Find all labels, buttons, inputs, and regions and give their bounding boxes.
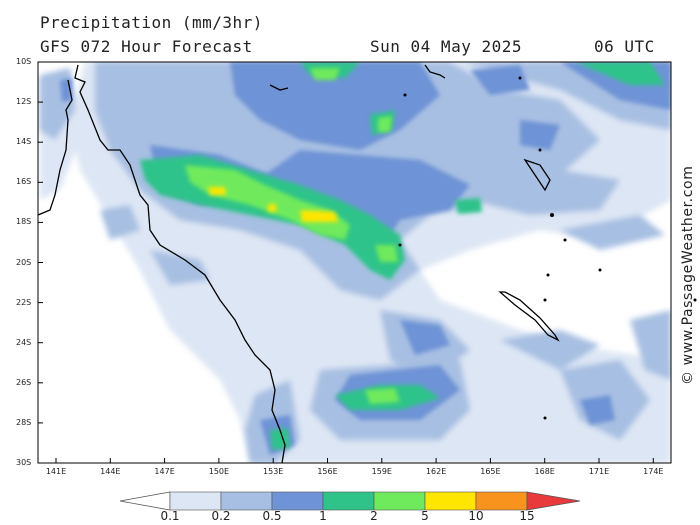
colorbar-cell [424, 491, 477, 511]
forecast-subtitle: GFS 072 Hour Forecast [40, 37, 253, 56]
lat-label: 26S [16, 377, 32, 387]
lat-label: 20S [16, 257, 32, 267]
lon-label: 165E [480, 467, 501, 476]
axis-ticks [38, 61, 654, 464]
coastline [38, 64, 560, 463]
colorbar-label: 15 [519, 509, 535, 523]
precip-fields [38, 62, 671, 463]
lat-label: 14S [16, 137, 32, 147]
lat-label: 22S [16, 297, 32, 307]
lon-label: 156E [317, 467, 338, 476]
colorbar-cell [373, 491, 426, 511]
colorbar-label: 5 [421, 509, 429, 523]
colorbar-cell [169, 491, 222, 511]
lat-label: 16S [16, 177, 32, 187]
lon-label: 159E [371, 467, 392, 476]
lat-label: 28S [16, 417, 32, 427]
lat-label: 12S [16, 97, 32, 107]
colorbar-label: 10 [468, 509, 484, 523]
colorbar-cell [322, 491, 375, 511]
colorbar-cell [475, 491, 528, 511]
lat-label: 24S [16, 337, 32, 347]
lon-label: 144E [100, 467, 121, 476]
colorbar-max-arrow [526, 491, 581, 511]
islands [398, 76, 697, 420]
precip-level-5 [208, 187, 338, 222]
colorbar-label: 0.2 [211, 509, 231, 523]
lon-label: 150E [208, 467, 230, 476]
colorbar-label: 2 [370, 509, 378, 523]
lat-label: 18S [16, 217, 32, 227]
colorbar-label: 1 [319, 509, 327, 523]
forecast-date: Sun 04 May 2025 [370, 37, 522, 56]
forecast-time: 06 UTC [594, 37, 655, 56]
lon-label: 147E [154, 467, 175, 476]
lon-label: 162E [425, 467, 447, 476]
lon-label: 174E [643, 467, 664, 476]
lat-label: 30S [16, 458, 32, 467]
colorbar-label: 0.5 [262, 509, 282, 523]
lat-label: 10S [16, 57, 32, 66]
colorbar-min-arrow [119, 491, 171, 511]
colorbar-cell [271, 491, 324, 511]
colorbar-label: 0.1 [160, 509, 180, 523]
chart-title: Precipitation (mm/3hr) [40, 13, 263, 32]
colorbar-cell [220, 491, 273, 511]
lon-label: 153E [263, 467, 284, 476]
colorbar [119, 491, 581, 511]
watermark: © www.PassageWeather.com [680, 165, 696, 385]
lon-label: 171E [588, 467, 610, 476]
lon-label: 141E [45, 467, 67, 476]
lon-label: 168E [534, 467, 555, 476]
